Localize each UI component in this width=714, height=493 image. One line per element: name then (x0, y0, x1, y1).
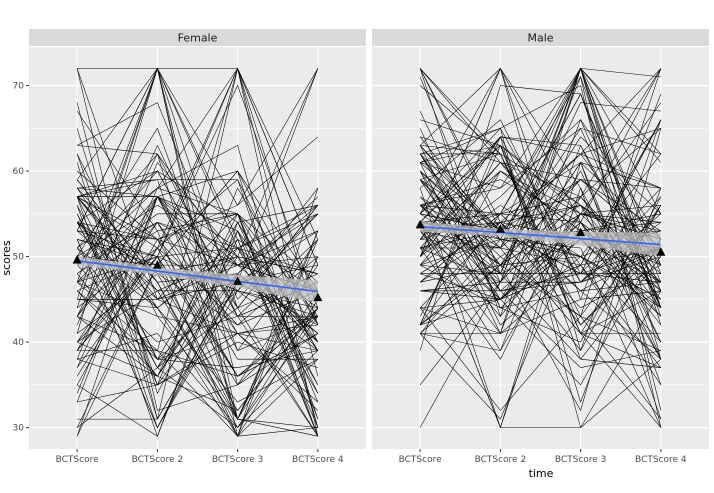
facet-male: Male BCTScore BCTScore 2 BCTScore 3 BCTScore… (372, 29, 709, 465)
x-tick-label: BCTScore 3 (555, 455, 607, 465)
subject-line (419, 187, 662, 429)
subject-line (419, 76, 662, 428)
subject-line (419, 102, 661, 275)
trend-line (77, 260, 318, 293)
subject-lines (76, 67, 319, 438)
subject-line (76, 68, 319, 377)
subject-line (76, 230, 319, 437)
mean-marker (576, 227, 586, 237)
x-tick-label: BCTScore 4 (635, 455, 687, 465)
subject-line (419, 170, 662, 368)
x-tick-label: BCTScore 4 (292, 455, 344, 465)
subject-line (419, 67, 661, 300)
mean-marker (72, 254, 82, 264)
subject-line (76, 170, 319, 403)
subject-line (77, 273, 319, 403)
subject-line (76, 153, 319, 420)
y-axis: 30 40 50 60 70 (13, 81, 29, 434)
x-axis-title: time (529, 467, 554, 480)
y-tick-label: 60 (13, 167, 25, 177)
facet-female: Female BCTScore BCTScore 2 BCTScore 3 BCTSco… (29, 29, 366, 465)
x-tick-label: BCTScore 2 (132, 455, 184, 465)
trend-line (420, 225, 661, 246)
subject-line (76, 204, 319, 343)
y-tick-label: 70 (13, 81, 25, 91)
x-tick-label: BCTScore (399, 455, 442, 465)
y-tick-label: 30 (13, 424, 25, 434)
facet-label: Male (527, 32, 553, 45)
mean-marker (415, 219, 425, 229)
x-tick-label: BCTScore 3 (212, 455, 264, 465)
strip-background (372, 29, 709, 46)
subject-line (76, 187, 319, 292)
y-tick-label: 40 (13, 338, 25, 348)
subject-line (420, 264, 662, 420)
confidence-band (420, 221, 661, 257)
subject-line (419, 221, 662, 326)
subject-line (419, 68, 661, 317)
subject-line (419, 136, 662, 309)
mean-marker (656, 247, 666, 256)
x-tick-label: BCTScore 2 (475, 455, 527, 465)
subject-line (76, 196, 318, 360)
y-axis-title: scores (0, 240, 13, 276)
y-tick-label: 50 (13, 253, 25, 263)
subject-line (76, 68, 319, 240)
subject-line (419, 127, 662, 429)
subject-line (76, 256, 318, 437)
mean-marker (495, 224, 505, 233)
facet-label: Female (178, 32, 218, 45)
facets: Female BCTScore BCTScore 2 BCTScore 3 BCTSco… (13, 29, 709, 465)
subject-line (76, 222, 319, 369)
subject-line (420, 128, 661, 232)
subject-line (420, 93, 662, 283)
x-tick-label: BCTScore (56, 455, 99, 465)
strip-background (29, 29, 366, 46)
subject-line (76, 230, 319, 429)
subject-line (76, 67, 319, 420)
mean-marker (313, 292, 323, 302)
subject-line (419, 230, 661, 283)
subject-line (76, 196, 319, 429)
subject-line (419, 179, 661, 334)
subject-line (420, 239, 662, 386)
subject-line (419, 67, 662, 343)
mean-marker (152, 260, 162, 269)
mean-marker (233, 276, 243, 285)
